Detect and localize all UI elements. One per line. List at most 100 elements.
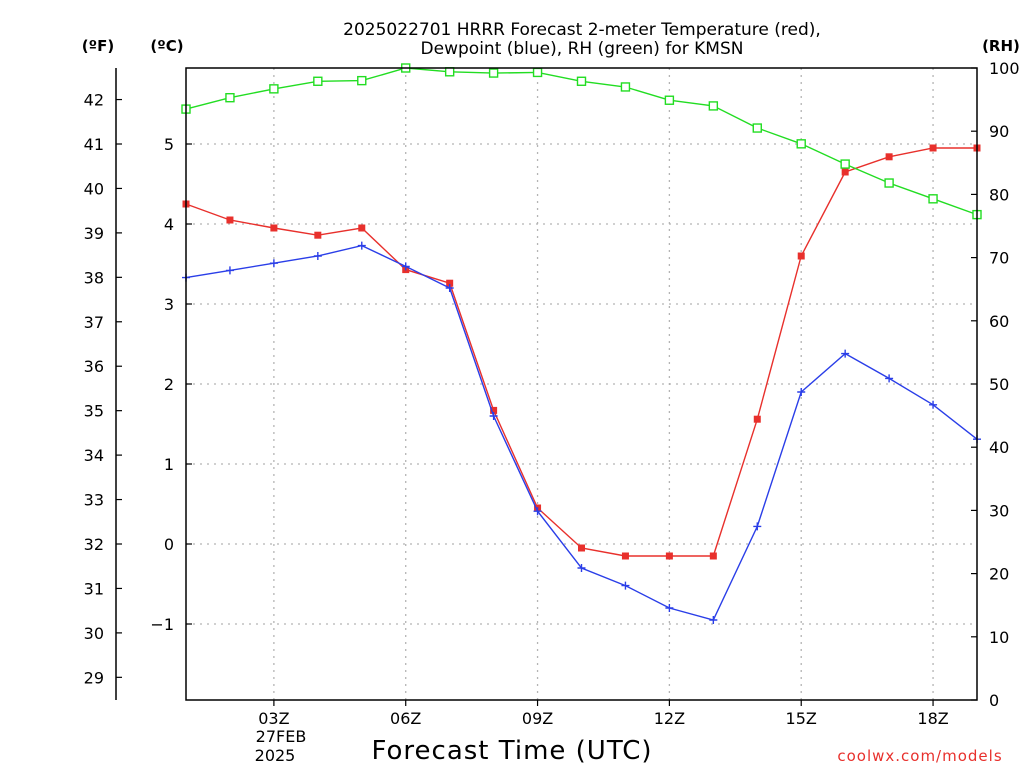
dewpoint-point: [797, 388, 806, 396]
fahrenheit-tick-label: 32: [84, 535, 104, 554]
fahrenheit-tick-label: 40: [84, 179, 104, 198]
temperature-point: [314, 231, 322, 239]
dewpoint-point: [401, 262, 410, 271]
celsius-tick-label: 2: [164, 375, 174, 394]
rh-axis: 0 10 20 30 40 50 60 70 80 90 100: [971, 59, 1020, 710]
fahrenheit-tick-label: 38: [84, 268, 104, 287]
celsius-tick-label: −1: [150, 615, 174, 634]
dewpoint-point: [885, 374, 894, 383]
rh-tick-label: 40: [989, 438, 1009, 457]
dewpoint-point: [489, 412, 498, 420]
dewpoint-point: [577, 564, 586, 572]
rh-tick-label: 20: [989, 565, 1009, 584]
rh-point: [269, 84, 279, 94]
rh-point: [664, 95, 675, 105]
temperature-point: [885, 153, 893, 161]
x-tick-label: 03Z: [258, 709, 289, 728]
dewpoint-point: [841, 349, 850, 358]
dewpoint-point: [533, 507, 542, 516]
temperature-series: [182, 144, 981, 560]
fahrenheit-tick-label: 29: [84, 668, 104, 687]
temperature-point: [665, 552, 673, 560]
rh-point: [532, 67, 543, 78]
temperature-point: [578, 544, 585, 552]
chart-title: 2025022701 HRRR Forecast 2-meter Tempera…: [343, 20, 821, 59]
rh-tick-label: 0: [989, 691, 999, 710]
celsius-tick-label: 0: [164, 535, 174, 554]
rh-point: [488, 68, 499, 78]
rh-point: [357, 75, 367, 86]
rh-point: [884, 178, 894, 188]
rh-point: [840, 159, 850, 169]
dewpoint-point: [929, 400, 938, 409]
celsius-axis: −1 0 1 2 3 4 5: [150, 135, 192, 634]
rh-point: [708, 101, 719, 111]
rh-tick-label: 60: [989, 312, 1009, 331]
temperature-point: [490, 406, 498, 414]
temperature-point: [841, 168, 849, 176]
dewpoint-line: [185, 244, 978, 621]
dewpoint-point: [269, 259, 278, 268]
fahrenheit-unit-label: (ºF): [82, 37, 114, 55]
credit-label: coolwx.com/models: [837, 747, 1002, 765]
rh-point: [796, 139, 806, 149]
rh-point: [576, 76, 587, 86]
dewpoint-point: [225, 266, 234, 275]
gridlines: [186, 68, 977, 700]
x-tick-label: 15Z: [786, 709, 817, 728]
temperature-point: [621, 552, 629, 560]
x-axis-title: Forecast Time (UTC): [371, 736, 652, 766]
temperature-line: [185, 147, 977, 557]
rh-point: [928, 194, 938, 204]
rh-line: [185, 67, 978, 216]
dewpoint-series: [182, 241, 981, 624]
fahrenheit-tick-label: 36: [84, 357, 104, 376]
fahrenheit-tick-label: 31: [84, 579, 104, 598]
dewpoint-point: [665, 604, 674, 612]
date-label-day: 27FEB: [256, 727, 307, 746]
dewpoint-point: [313, 252, 322, 260]
fahrenheit-tick-label: 37: [84, 313, 104, 332]
chart-title-line-1: 2025022701 HRRR Forecast 2-meter Tempera…: [343, 20, 821, 40]
temperature-point: [358, 224, 366, 232]
rh-series: [181, 63, 982, 220]
rh-unit-label: (RH): [982, 37, 1020, 55]
fahrenheit-tick-label: 39: [84, 224, 104, 243]
rh-point: [313, 76, 323, 86]
temperature-point: [797, 252, 805, 260]
fahrenheit-tick-label: 35: [84, 402, 104, 421]
rh-point: [444, 67, 455, 77]
rh-tick-label: 50: [989, 375, 1009, 394]
temperature-point: [929, 144, 937, 152]
rh-point: [752, 123, 762, 133]
date-label-year: 2025: [255, 746, 296, 765]
temperature-point: [709, 552, 717, 560]
x-axis: 03Z 06Z 09Z 12Z 15Z 18Z: [258, 700, 949, 728]
x-tick-label: 18Z: [917, 709, 948, 728]
celsius-tick-label: 5: [164, 135, 174, 154]
fahrenheit-tick-label: 41: [84, 135, 104, 154]
fahrenheit-axis: 29 30 31 32 33 34 35 36 37 38 39 40 41 42: [84, 91, 122, 687]
chart-title-line-2: Dewpoint (blue), RH (green) for KMSN: [421, 39, 744, 59]
celsius-unit-label: (ºC): [150, 37, 183, 55]
x-tick-label: 12Z: [654, 709, 685, 728]
celsius-tick-label: 1: [164, 455, 174, 474]
temperature-point: [753, 415, 761, 423]
dewpoint-point: [357, 241, 366, 250]
rh-point: [620, 82, 631, 92]
rh-tick-label: 10: [989, 628, 1009, 647]
rh-point: [225, 93, 235, 103]
temperature-point: [226, 216, 234, 224]
dewpoint-point: [621, 581, 630, 590]
x-tick-label: 06Z: [390, 709, 421, 728]
rh-tick-label: 90: [989, 122, 1009, 141]
rh-tick-label: 100: [989, 59, 1020, 78]
x-tick-label: 09Z: [522, 709, 553, 728]
dewpoint-point: [753, 522, 762, 531]
rh-tick-label: 70: [989, 249, 1009, 268]
celsius-tick-label: 3: [164, 295, 174, 314]
series-layer: [181, 63, 982, 624]
celsius-tick-label: 4: [164, 215, 174, 234]
rh-tick-label: 30: [989, 501, 1009, 520]
